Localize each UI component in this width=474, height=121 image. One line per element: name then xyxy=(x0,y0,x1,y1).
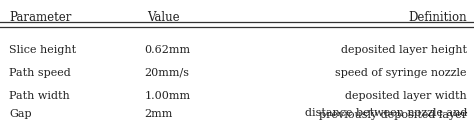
Text: 1.00mm: 1.00mm xyxy=(145,91,191,101)
Text: 20mm/s: 20mm/s xyxy=(145,68,190,78)
Text: Gap: Gap xyxy=(9,109,32,119)
Text: 0.62mm: 0.62mm xyxy=(145,45,191,55)
Text: deposited layer height: deposited layer height xyxy=(341,45,467,55)
Text: 2mm: 2mm xyxy=(145,109,173,119)
Text: Parameter: Parameter xyxy=(9,11,72,24)
Text: speed of syringe nozzle: speed of syringe nozzle xyxy=(336,68,467,78)
Text: Path speed: Path speed xyxy=(9,68,71,78)
Text: Value: Value xyxy=(147,11,180,24)
Text: Definition: Definition xyxy=(408,11,467,24)
Text: deposited layer width: deposited layer width xyxy=(345,91,467,101)
Text: Slice height: Slice height xyxy=(9,45,77,55)
Text: Path width: Path width xyxy=(9,91,70,101)
Text: distance between nozzle and: distance between nozzle and xyxy=(304,108,467,118)
Text: previously deposited layer: previously deposited layer xyxy=(319,110,467,120)
